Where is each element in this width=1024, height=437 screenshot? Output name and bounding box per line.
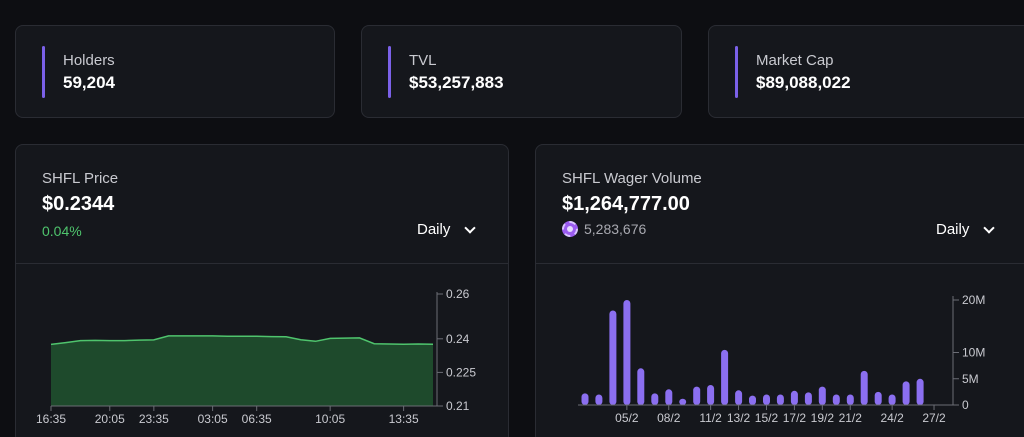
accent-bar (735, 46, 738, 98)
volume-sub-value: 5,283,676 (584, 221, 647, 237)
x-tick-label: 23:35 (139, 412, 169, 426)
x-tick-label: 13:35 (389, 412, 419, 426)
x-tick-label: 21/2 (839, 411, 863, 425)
x-tick-label: 27/2 (922, 411, 946, 425)
y-tick-label: 0.24 (446, 332, 470, 346)
market-cap-value: $89,088,022 (756, 73, 851, 92)
y-tick-label: 0.225 (446, 365, 476, 379)
holders-card: Holders 59,204 (15, 25, 335, 118)
volume-bar (804, 392, 812, 405)
volume-bar (721, 349, 729, 405)
volume-bar (651, 393, 659, 405)
x-tick-label: 19/2 (811, 411, 835, 425)
volume-bar (637, 368, 645, 406)
x-tick-label: 03:05 (198, 412, 228, 426)
holders-label: Holders (63, 52, 115, 69)
volume-bar (749, 395, 756, 405)
volume-chart: 20M 10M 5M 0 05/2 08/2 11/2 13/2 15/2 17/2 19/2 21/… (578, 293, 985, 425)
x-tick-label: 05/2 (615, 411, 639, 425)
chevron-down-icon (983, 221, 996, 234)
x-tick-label: 20:05 (95, 412, 125, 426)
price-period-dropdown[interactable]: Daily (417, 221, 477, 238)
price-chart-title: SHFL Price (42, 170, 119, 187)
divider (16, 263, 508, 264)
volume-bar (623, 300, 631, 405)
x-tick-label: 13/2 (727, 411, 751, 425)
volume-bar (860, 370, 868, 405)
x-tick-label: 16:35 (36, 412, 66, 426)
price-chart-card: SHFL Price $0.2344 0.04% Daily 0.26 0.24 0… (15, 144, 509, 437)
volume-bar (818, 386, 826, 405)
price-line (50, 335, 434, 346)
y-tick-label: 5M (962, 372, 979, 386)
volume-bar (581, 393, 589, 405)
volume-bar (888, 394, 896, 405)
volume-chart-title: SHFL Wager Volume (562, 170, 702, 187)
y-tick-label: 0.26 (446, 287, 470, 301)
x-tick-label: 11/2 (699, 411, 722, 425)
market-cap-card: Market Cap $89,088,022 (708, 25, 1024, 118)
volume-period-label: Daily (936, 221, 970, 238)
chevron-down-icon (464, 221, 477, 234)
holders-value: 59,204 (63, 73, 115, 92)
tvl-card: TVL $53,257,883 (361, 25, 682, 118)
volume-bar (790, 390, 798, 405)
x-tick-label: 17/2 (783, 411, 807, 425)
x-tick-label: 06:35 (242, 412, 272, 426)
volume-bar (874, 391, 882, 405)
y-tick-label: 0.21 (446, 399, 470, 413)
volume-bar (693, 386, 701, 405)
volume-value: $1,264,777.00 (562, 193, 690, 215)
volume-bar (665, 389, 673, 406)
volume-bar (763, 394, 770, 405)
volume-bar (707, 385, 715, 405)
volume-bar (776, 394, 784, 405)
chip-icon (562, 221, 578, 237)
volume-bar (832, 394, 840, 405)
price-area (51, 335, 433, 406)
x-tick-label: 08/2 (657, 411, 681, 425)
volume-bar (609, 310, 617, 405)
volume-sub: 5,283,676 (562, 221, 646, 237)
price-period-label: Daily (417, 221, 451, 238)
volume-chart-card: SHFL Wager Volume $1,264,777.00 5,283,67… (535, 144, 1024, 437)
tvl-label: TVL (409, 52, 437, 69)
y-tick-label: 0 (962, 398, 969, 412)
price-change: 0.04% (42, 223, 82, 239)
market-cap-label: Market Cap (756, 52, 834, 69)
x-tick-label: 24/2 (880, 411, 904, 425)
tvl-value: $53,257,883 (409, 73, 504, 92)
x-tick-label: 10:05 (315, 412, 345, 426)
volume-period-dropdown[interactable]: Daily (936, 221, 996, 238)
x-tick-label: 15/2 (755, 411, 779, 425)
accent-bar (388, 46, 391, 98)
price-value: $0.2344 (42, 193, 115, 215)
accent-bar (42, 46, 45, 98)
divider (536, 263, 1024, 264)
volume-bar (679, 398, 687, 405)
y-tick-label: 20M (962, 293, 985, 307)
volume-bar (595, 394, 603, 405)
volume-bar (735, 390, 743, 405)
price-chart: 0.26 0.24 0.225 0.21 16:35 20:05 23:35 03:05 06:… (36, 287, 476, 426)
volume-bar (902, 381, 910, 405)
volume-bar (916, 378, 924, 406)
volume-bar (846, 394, 854, 405)
y-tick-label: 10M (962, 346, 985, 360)
